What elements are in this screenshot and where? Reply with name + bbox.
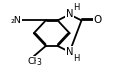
Text: N: N (66, 47, 73, 57)
Text: H: H (73, 3, 79, 12)
Text: CH: CH (27, 57, 41, 66)
Text: H: H (73, 54, 79, 63)
Text: 3: 3 (36, 58, 41, 67)
Text: ₂N: ₂N (11, 16, 22, 25)
Text: H: H (15, 16, 22, 25)
Text: N: N (66, 9, 73, 19)
Text: O: O (94, 15, 102, 25)
